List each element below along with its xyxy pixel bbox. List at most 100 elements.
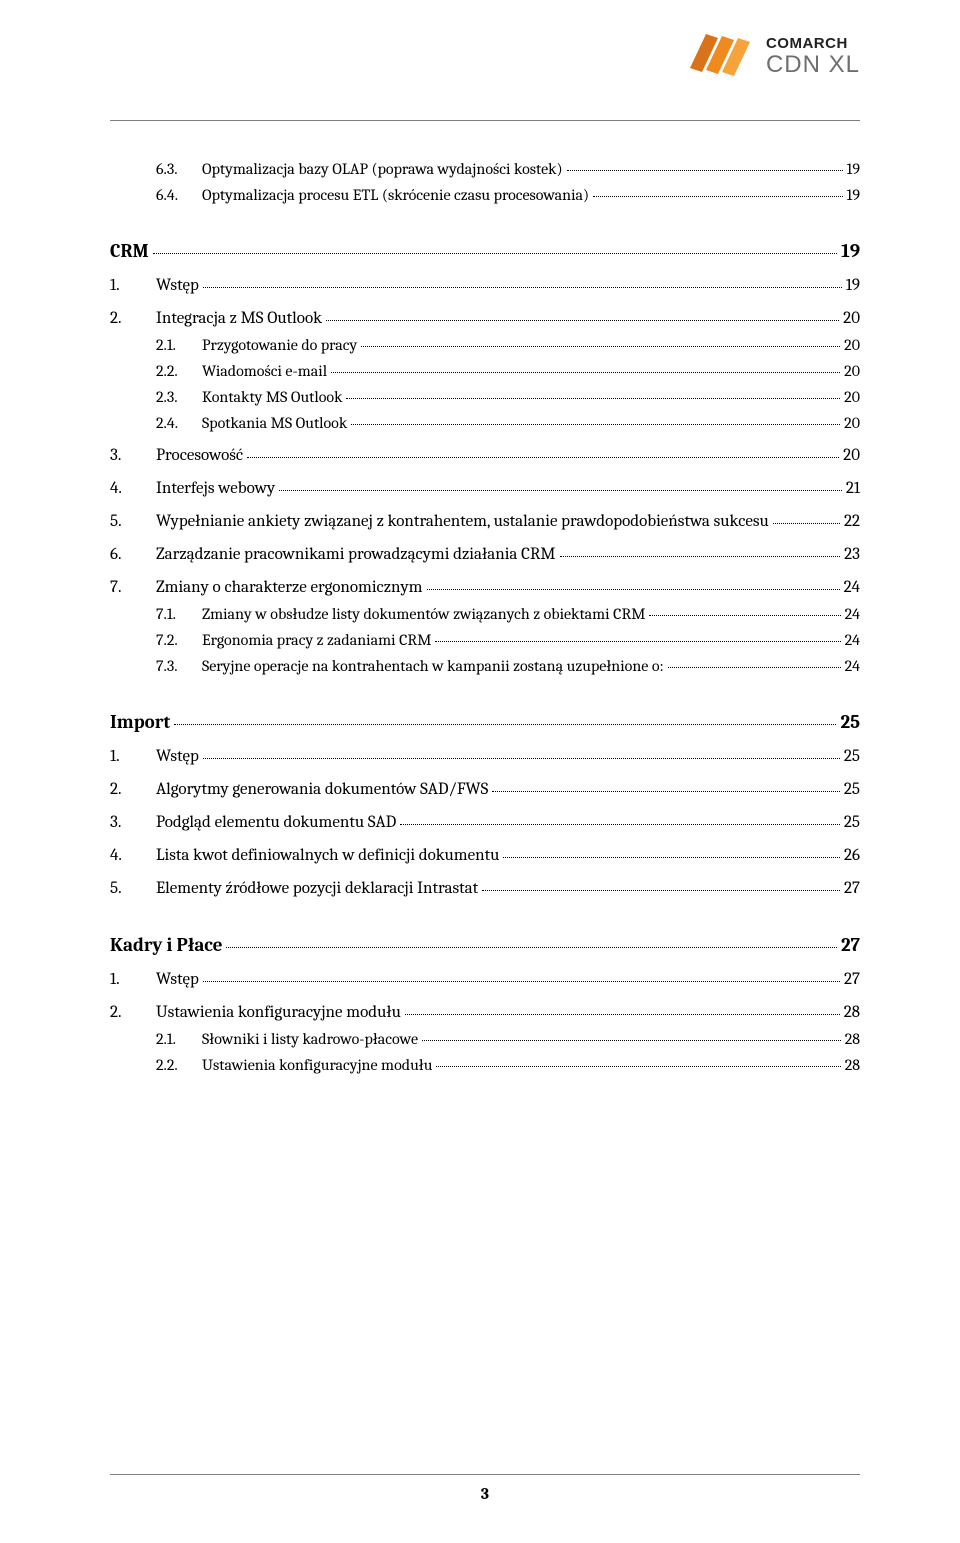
dot-leader <box>773 523 840 524</box>
toc-entry-label: Lista kwot definiowalnych w definicji do… <box>156 846 499 865</box>
toc-entry-label: Optymalizacja bazy OLAP (poprawa wydajno… <box>202 160 563 178</box>
toc-entry-page: 24 <box>845 631 860 649</box>
toc-entry-label: Zmiany o charakterze ergonomicznym <box>156 578 423 597</box>
toc-entry-number: 7. <box>110 578 156 597</box>
toc-entry-label: Słowniki i listy kadrowo-płacowe <box>202 1030 418 1048</box>
toc-entry-label: Ergonomia pracy z zadaniami CRM <box>202 631 431 649</box>
toc-entry: 2.3.Kontakty MS Outlook20 <box>110 388 860 406</box>
dot-leader <box>326 320 839 321</box>
toc-content: 6.3.Optymalizacja bazy OLAP (poprawa wyd… <box>110 160 860 1076</box>
comarch-logo-icon <box>688 28 752 84</box>
toc-entry-page: 25 <box>844 780 860 799</box>
toc-entry-page: 28 <box>845 1030 860 1048</box>
toc-entry-page: 20 <box>844 362 860 380</box>
toc-entry-page: 27 <box>844 879 860 898</box>
dot-leader <box>668 667 841 668</box>
toc-entry: 3.Podgląd elementu dokumentu SAD25 <box>110 813 860 832</box>
dot-leader <box>482 890 840 891</box>
toc-entry: 2.Algorytmy generowania dokumentów SAD/F… <box>110 780 860 799</box>
toc-entry-label: Wypełnianie ankiety związanej z kontrahe… <box>156 512 769 531</box>
dot-leader <box>279 490 842 491</box>
toc-entry-page: 20 <box>844 414 860 432</box>
dot-leader <box>331 372 840 373</box>
toc-entry: 7.3.Seryjne operacje na kontrahentach w … <box>110 657 860 675</box>
toc-entry-label: Algorytmy generowania dokumentów SAD/FWS <box>156 780 488 799</box>
toc-entry-page: 23 <box>844 545 860 564</box>
dot-leader <box>226 947 836 948</box>
toc-entry-page: 20 <box>843 309 860 328</box>
toc-entry-label: Zarządzanie pracownikami prowadzącymi dz… <box>156 545 556 564</box>
logo-text: COMARCH CDN XL <box>766 36 860 77</box>
toc-entry-label: Spotkania MS Outlook <box>202 414 347 432</box>
header-divider <box>110 120 860 121</box>
toc-entry-number: 4. <box>110 846 156 865</box>
page-footer: 3 <box>110 1474 860 1503</box>
toc-section-heading: Import 25 <box>110 711 860 733</box>
toc-entry-label: Procesowość <box>156 446 243 465</box>
dot-leader <box>346 398 840 399</box>
toc-entry: 6.4.Optymalizacja procesu ETL (skrócenie… <box>110 186 860 204</box>
toc-entry-page: 22 <box>844 512 860 531</box>
toc-entry-label: Podgląd elementu dokumentu SAD <box>156 813 396 832</box>
footer-divider <box>110 1474 860 1475</box>
toc-entry-label: Interfejs webowy <box>156 479 275 498</box>
dot-leader <box>427 589 840 590</box>
toc-entry: 2.Integracja z MS Outlook20 <box>110 309 860 328</box>
toc-section-page: 19 <box>841 240 860 262</box>
page-number: 3 <box>481 1485 489 1503</box>
toc-entry-label: Optymalizacja procesu ETL (skrócenie cza… <box>202 186 589 204</box>
toc-entry: 5.Wypełnianie ankiety związanej z kontra… <box>110 512 860 531</box>
dot-leader <box>567 170 843 171</box>
dot-leader <box>649 615 840 616</box>
dot-leader <box>351 424 840 425</box>
toc-entry-label: Wstęp <box>156 970 199 989</box>
toc-entry: 5.Elementy źródłowe pozycji deklaracji I… <box>110 879 860 898</box>
toc-entry: 4.Lista kwot definiowalnych w definicji … <box>110 846 860 865</box>
toc-entry: 1.Wstęp25 <box>110 747 860 766</box>
dot-leader <box>153 253 837 254</box>
toc-entry: 2.Ustawienia konfiguracyjne modułu28 <box>110 1003 860 1022</box>
toc-entry-number: 2.4. <box>156 414 202 432</box>
dot-leader <box>503 857 840 858</box>
dot-leader <box>203 981 840 982</box>
toc-entry-number: 7.3. <box>156 657 202 675</box>
page-header: COMARCH CDN XL <box>110 28 860 84</box>
toc-entry-number: 7.1. <box>156 605 202 623</box>
toc-entry-number: 4. <box>110 479 156 498</box>
toc-entry-label: Kontakty MS Outlook <box>202 388 342 406</box>
toc-entry-number: 6.4. <box>156 186 202 204</box>
toc-entry-page: 24 <box>844 578 860 597</box>
toc-entry-number: 3. <box>110 813 156 832</box>
toc-entry-label: Wiadomości e-mail <box>202 362 327 380</box>
toc-entry-label: Seryjne operacje na kontrahentach w kamp… <box>202 657 664 675</box>
toc-entry-page: 24 <box>845 657 860 675</box>
toc-entry-number: 2.2. <box>156 362 202 380</box>
toc-entry-number: 2. <box>110 1003 156 1022</box>
toc-entry-label: Elementy źródłowe pozycji deklaracji Int… <box>156 879 478 898</box>
toc-entry-page: 21 <box>846 479 860 498</box>
toc-entry-label: Integracja z MS Outlook <box>156 309 322 328</box>
dot-leader <box>405 1014 840 1015</box>
toc-block-continued: 6.3.Optymalizacja bazy OLAP (poprawa wyd… <box>110 160 860 204</box>
toc-entry: 7.1.Zmiany w obsłudze listy dokumentów z… <box>110 605 860 623</box>
toc-entry-number: 2.2. <box>156 1056 202 1074</box>
toc-entry-page: 25 <box>844 747 860 766</box>
toc-entry: 2.2.Wiadomości e-mail 20 <box>110 362 860 380</box>
toc-entry-number: 2. <box>110 780 156 799</box>
toc-section-page: 25 <box>840 711 860 733</box>
toc-entry-number: 5. <box>110 879 156 898</box>
toc-entry: 3.Procesowość20 <box>110 446 860 465</box>
toc-entry-page: 27 <box>844 970 860 989</box>
dot-leader <box>436 1066 840 1067</box>
toc-entry-page: 24 <box>845 605 860 623</box>
toc-entry: 6.Zarządzanie pracownikami prowadzącymi … <box>110 545 860 564</box>
dot-leader <box>435 641 840 642</box>
toc-entry-label: Wstęp <box>156 276 199 295</box>
toc-entry-number: 7.2. <box>156 631 202 649</box>
toc-entry-label: Przygotowanie do pracy <box>202 336 357 354</box>
toc-entry-page: 28 <box>845 1056 860 1074</box>
toc-entry-number: 6.3. <box>156 160 202 178</box>
toc-entry: 6.3.Optymalizacja bazy OLAP (poprawa wyd… <box>110 160 860 178</box>
toc-entry-number: 2.3. <box>156 388 202 406</box>
toc-entry-number: 5. <box>110 512 156 531</box>
